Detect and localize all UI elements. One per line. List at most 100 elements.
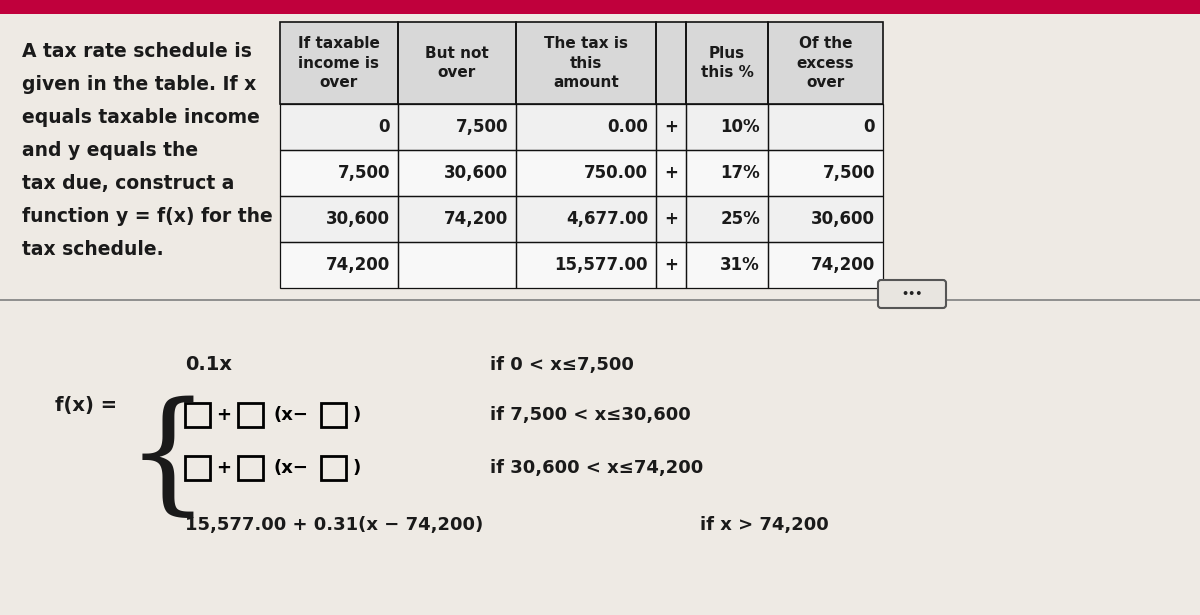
- Bar: [238, 403, 263, 427]
- Bar: [768, 242, 883, 288]
- Text: 30,600: 30,600: [444, 164, 508, 182]
- Bar: [686, 150, 768, 196]
- Bar: [280, 242, 398, 288]
- Bar: [398, 150, 516, 196]
- Bar: [768, 150, 883, 196]
- Text: +: +: [216, 459, 232, 477]
- Text: 0.1x: 0.1x: [185, 355, 232, 375]
- Text: The tax is
this
amount: The tax is this amount: [544, 36, 628, 90]
- Text: +: +: [664, 164, 678, 182]
- Bar: [516, 104, 656, 150]
- Bar: [398, 196, 516, 242]
- Text: +: +: [664, 256, 678, 274]
- Text: 25%: 25%: [720, 210, 760, 228]
- Text: 750.00: 750.00: [584, 164, 648, 182]
- Bar: [768, 196, 883, 242]
- Bar: [185, 456, 210, 480]
- Bar: [686, 242, 768, 288]
- Bar: [516, 196, 656, 242]
- Text: 30,600: 30,600: [326, 210, 390, 228]
- Text: 31%: 31%: [720, 256, 760, 274]
- Bar: [0, 0, 1200, 14]
- Bar: [398, 242, 516, 288]
- Text: 4,677.00: 4,677.00: [566, 210, 648, 228]
- Bar: [280, 196, 398, 242]
- Text: tax schedule.: tax schedule.: [22, 240, 163, 259]
- Bar: [280, 104, 398, 150]
- Bar: [398, 104, 516, 150]
- Bar: [656, 150, 686, 196]
- Bar: [280, 196, 398, 242]
- Bar: [185, 403, 210, 427]
- Bar: [686, 104, 768, 150]
- Text: 74,200: 74,200: [811, 256, 875, 274]
- Text: ): ): [353, 406, 361, 424]
- Bar: [516, 196, 656, 242]
- Text: But not
over: But not over: [425, 46, 488, 80]
- Text: 7,500: 7,500: [822, 164, 875, 182]
- Text: 0.00: 0.00: [607, 118, 648, 136]
- Text: Plus
this %: Plus this %: [701, 46, 754, 80]
- Text: 0: 0: [378, 118, 390, 136]
- Bar: [398, 242, 516, 288]
- Text: tax due, construct a: tax due, construct a: [22, 174, 234, 193]
- Bar: [768, 104, 883, 150]
- Bar: [768, 22, 883, 104]
- Bar: [686, 196, 768, 242]
- Text: (x−: (x−: [274, 406, 308, 424]
- Bar: [398, 22, 516, 104]
- Text: if 7,500 < x≤30,600: if 7,500 < x≤30,600: [490, 406, 691, 424]
- Text: +: +: [664, 118, 678, 136]
- Text: •••: •••: [901, 289, 923, 299]
- Text: function y = f(x) for the: function y = f(x) for the: [22, 207, 272, 226]
- Text: 15,577.00: 15,577.00: [554, 256, 648, 274]
- Bar: [656, 22, 686, 104]
- Bar: [398, 150, 516, 196]
- Bar: [768, 150, 883, 196]
- Text: 30,600: 30,600: [811, 210, 875, 228]
- Text: and y equals the: and y equals the: [22, 141, 198, 160]
- Bar: [238, 456, 263, 480]
- Bar: [516, 242, 656, 288]
- Bar: [398, 104, 516, 150]
- Text: 7,500: 7,500: [337, 164, 390, 182]
- Bar: [686, 104, 768, 150]
- Bar: [656, 196, 686, 242]
- FancyBboxPatch shape: [878, 280, 946, 308]
- Bar: [280, 150, 398, 196]
- Bar: [656, 104, 686, 150]
- Bar: [656, 242, 686, 288]
- Bar: [656, 150, 686, 196]
- Text: If taxable
income is
over: If taxable income is over: [298, 36, 380, 90]
- Bar: [516, 150, 656, 196]
- Text: 74,200: 74,200: [325, 256, 390, 274]
- Bar: [768, 242, 883, 288]
- Text: 15,577.00 + 0.31(x − 74,200): 15,577.00 + 0.31(x − 74,200): [185, 516, 484, 534]
- Bar: [322, 403, 346, 427]
- Bar: [280, 150, 398, 196]
- Text: Of the
excess
over: Of the excess over: [797, 36, 854, 90]
- Bar: [280, 22, 398, 104]
- Bar: [768, 104, 883, 150]
- Bar: [280, 104, 398, 150]
- Text: f(x) =: f(x) =: [55, 395, 118, 415]
- Bar: [280, 22, 883, 104]
- Text: 74,200: 74,200: [444, 210, 508, 228]
- Bar: [516, 22, 656, 104]
- Bar: [516, 104, 656, 150]
- Text: if x > 74,200: if x > 74,200: [700, 516, 829, 534]
- Text: +: +: [664, 210, 678, 228]
- Text: if 0 < x≤7,500: if 0 < x≤7,500: [490, 356, 634, 374]
- Bar: [686, 196, 768, 242]
- Bar: [398, 196, 516, 242]
- Bar: [322, 456, 346, 480]
- Bar: [656, 196, 686, 242]
- Bar: [516, 150, 656, 196]
- Bar: [686, 150, 768, 196]
- Bar: [656, 104, 686, 150]
- Bar: [656, 242, 686, 288]
- Text: ): ): [353, 459, 361, 477]
- Text: 0: 0: [864, 118, 875, 136]
- Bar: [686, 242, 768, 288]
- Text: {: {: [126, 395, 210, 525]
